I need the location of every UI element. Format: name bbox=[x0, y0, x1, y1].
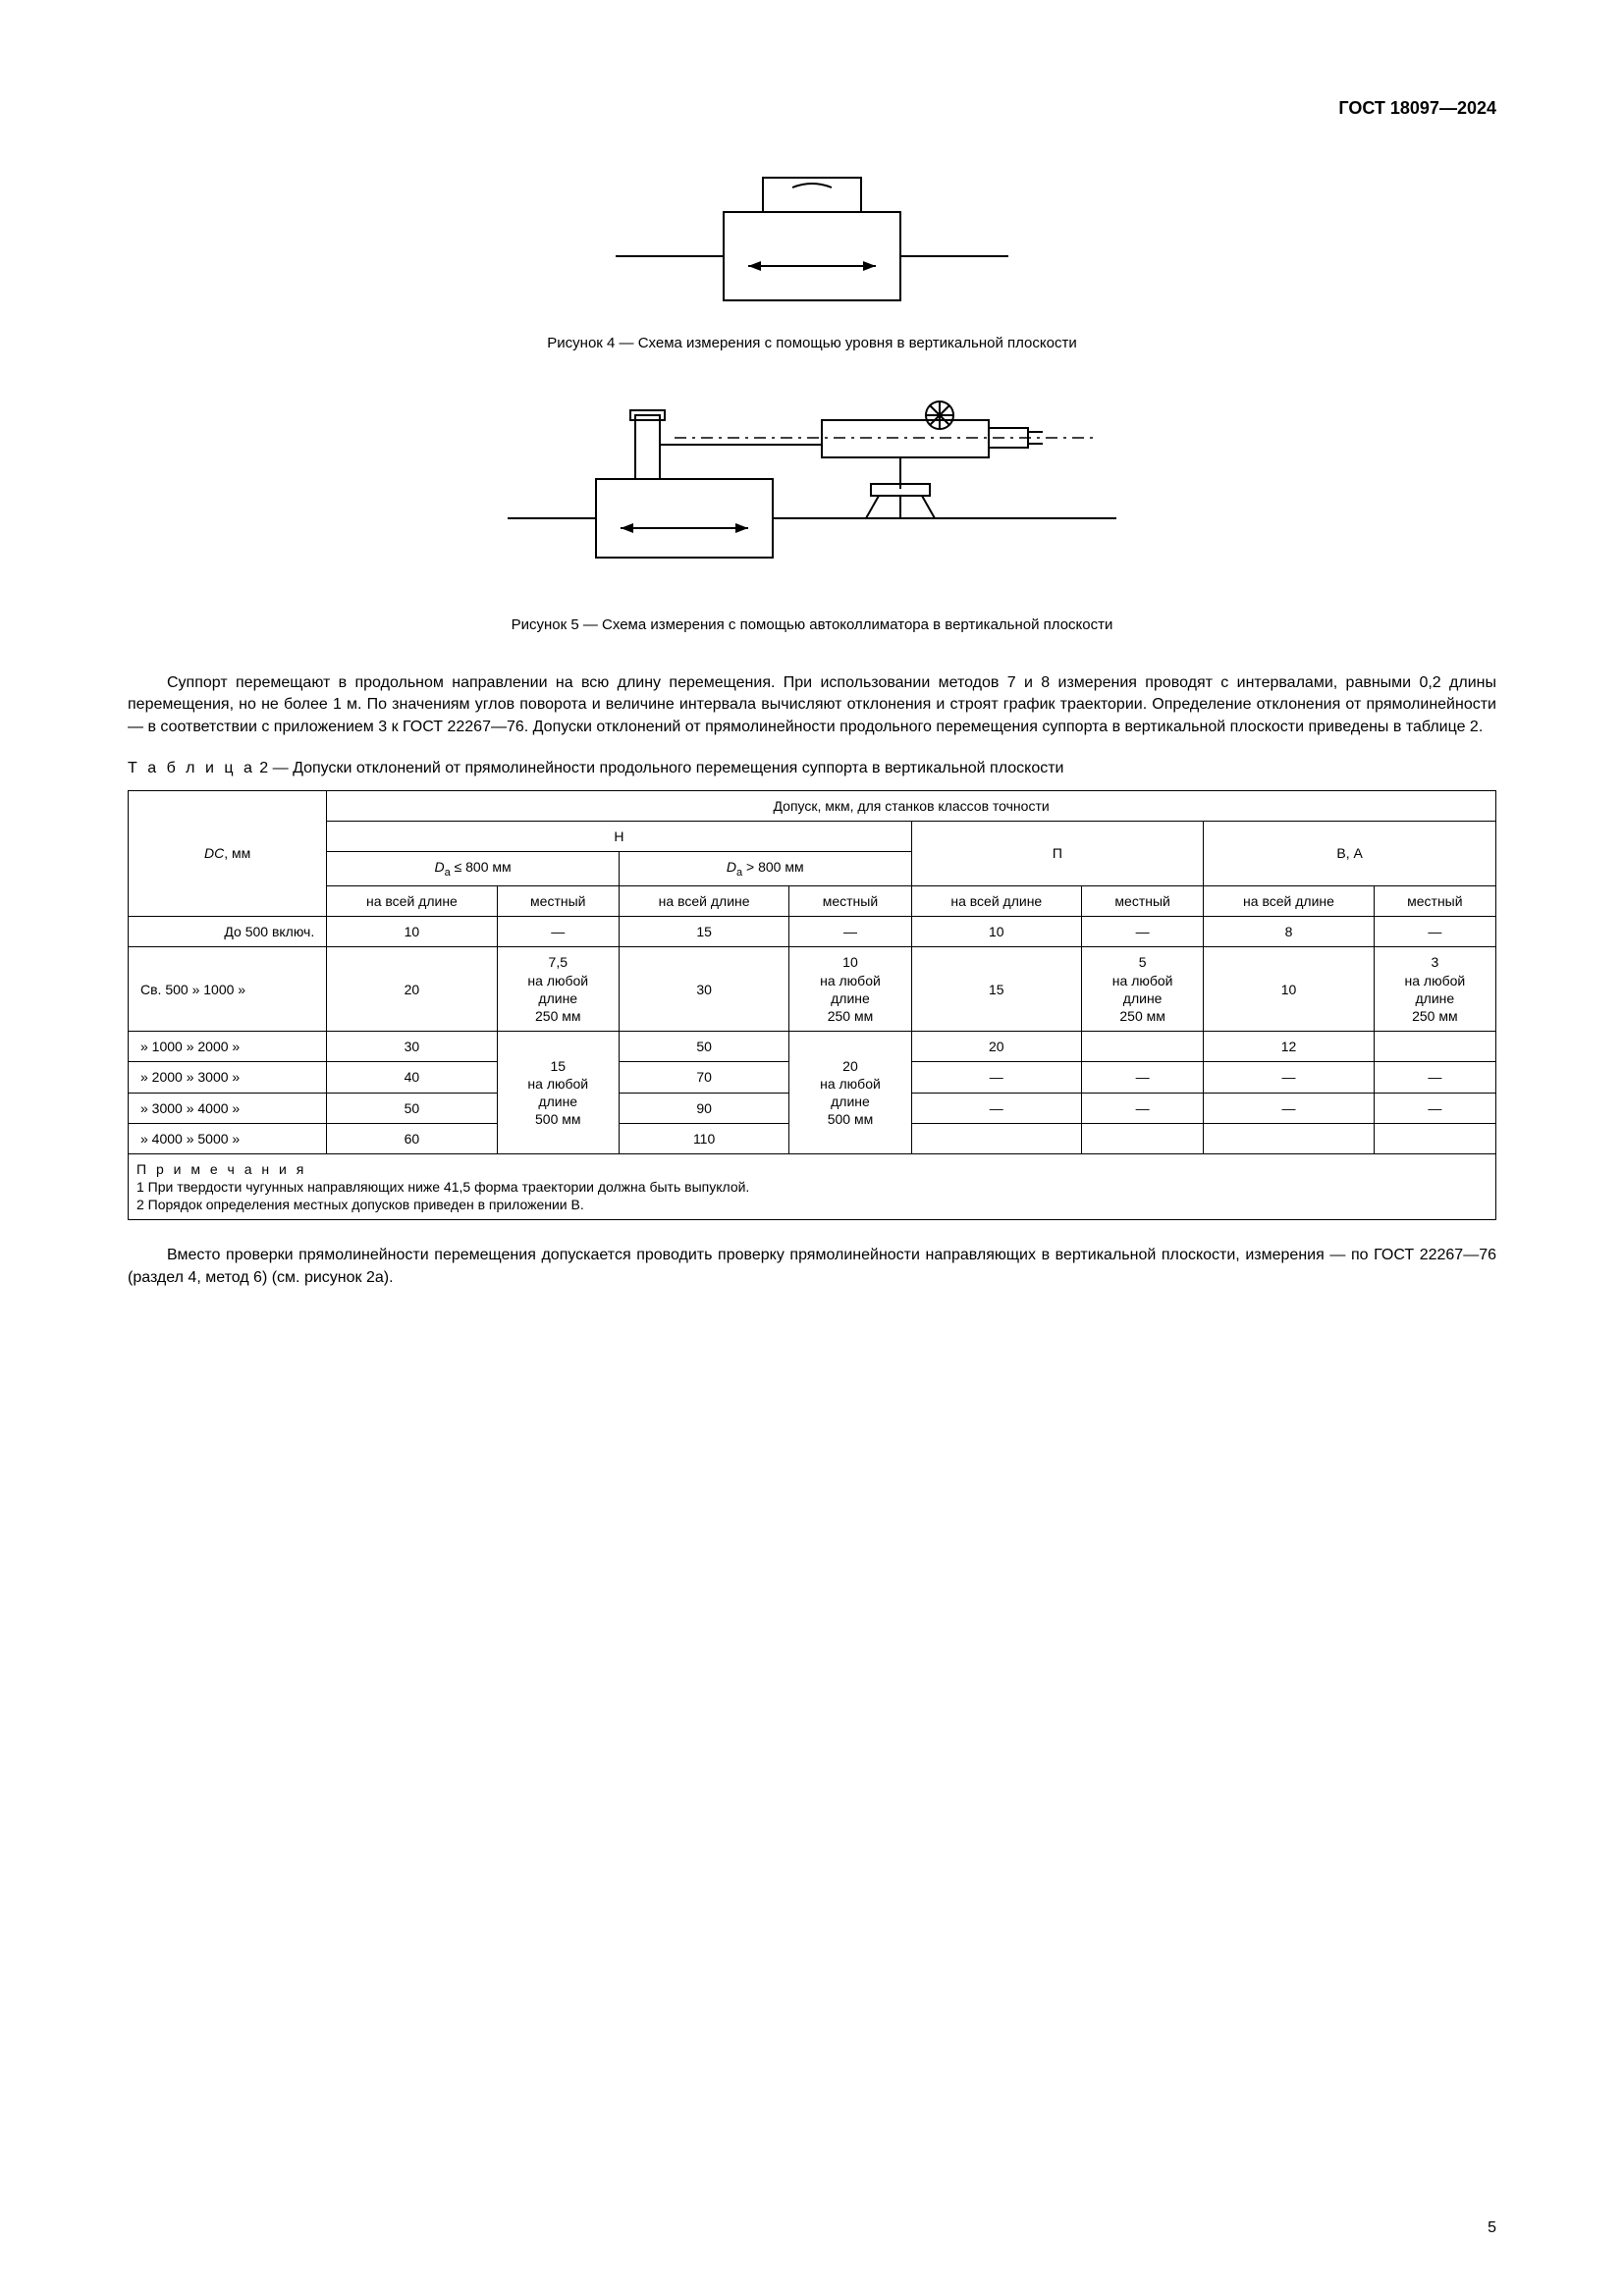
table-2-caption-rest: 2 — Допуски отклонений от прямолинейност… bbox=[255, 760, 1064, 776]
th-h2-local: местный bbox=[789, 886, 911, 917]
th-tolerance: Допуск, мкм, для станков классов точност… bbox=[327, 790, 1496, 821]
table-cell: 60 bbox=[327, 1123, 497, 1153]
table-row-dc: Св. 500 » 1000 » bbox=[129, 947, 327, 1032]
th-H: Н bbox=[327, 821, 911, 851]
table-cell: — bbox=[911, 1093, 1081, 1123]
table-row-dc: До 500 включ. bbox=[129, 917, 327, 947]
table-cell: 40 bbox=[327, 1062, 497, 1093]
th-p-local: местный bbox=[1082, 886, 1204, 917]
table-cell: 8 bbox=[1204, 917, 1374, 947]
th-ba-full: на всей длине bbox=[1204, 886, 1374, 917]
document-header: ГОСТ 18097—2024 bbox=[128, 98, 1496, 119]
figure-4 bbox=[128, 158, 1496, 305]
th-ba-local: местный bbox=[1374, 886, 1495, 917]
table-cell: 20 bbox=[911, 1032, 1081, 1062]
th-dc: DC, мм bbox=[129, 790, 327, 917]
table-2-caption-prefix: Т а б л и ц а bbox=[128, 760, 255, 776]
table-cell: 30 bbox=[619, 947, 788, 1032]
figure-4-svg bbox=[616, 158, 1008, 305]
table-cell: 7,5на любойдлине250 мм bbox=[497, 947, 619, 1032]
table-cell: — bbox=[497, 917, 619, 947]
th-BA: В, А bbox=[1204, 821, 1496, 885]
th-Da-le: Da ≤ 800 мм bbox=[327, 851, 620, 885]
table-cell: 12 bbox=[1204, 1032, 1374, 1062]
th-p-full: на всей длине bbox=[911, 886, 1081, 917]
table-cell: 15на любойдлине500 мм bbox=[497, 1032, 619, 1154]
table-cell: 3на любойдлине250 мм bbox=[1374, 947, 1495, 1032]
figure-5-svg bbox=[508, 391, 1116, 587]
table-cell: — bbox=[1374, 1093, 1495, 1123]
figure-4-caption: Рисунок 4 — Схема измерения с помощью ур… bbox=[128, 335, 1496, 351]
table-cell: 90 bbox=[619, 1093, 788, 1123]
th-Da-gt: Da > 800 мм bbox=[619, 851, 911, 885]
th-h1-full: на всей длине bbox=[327, 886, 497, 917]
note-2: 2 Порядок определения местных допусков п… bbox=[136, 1196, 1488, 1213]
table-cell: — bbox=[1374, 917, 1495, 947]
table-cell: 15 bbox=[911, 947, 1081, 1032]
table-cell bbox=[1082, 1123, 1204, 1153]
th-h2-full: на всей длине bbox=[619, 886, 788, 917]
paragraph-final: Вместо проверки прямолинейности перемеще… bbox=[128, 1245, 1496, 1289]
table-cell: 50 bbox=[327, 1093, 497, 1123]
table-notes: П р и м е ч а н и я 1 При твердости чугу… bbox=[129, 1153, 1496, 1220]
table-cell: — bbox=[1082, 917, 1204, 947]
table-2: DC, мм Допуск, мкм, для станков классов … bbox=[128, 790, 1496, 1221]
th-h1-local: местный bbox=[497, 886, 619, 917]
table-cell: — bbox=[1082, 1062, 1204, 1093]
table-cell: 50 bbox=[619, 1032, 788, 1062]
table-cell bbox=[1082, 1032, 1204, 1062]
figure-5 bbox=[128, 391, 1496, 587]
table-2-body: До 500 включ. 10 — 15 — 10 — 8 — Св. 500… bbox=[129, 917, 1496, 1220]
table-row-dc: » 2000 » 3000 » bbox=[129, 1062, 327, 1093]
table-cell: 110 bbox=[619, 1123, 788, 1153]
table-cell: 10 bbox=[1204, 947, 1374, 1032]
table-cell: 15 bbox=[619, 917, 788, 947]
table-cell bbox=[1204, 1123, 1374, 1153]
table-cell bbox=[1374, 1123, 1495, 1153]
table-cell: — bbox=[1204, 1062, 1374, 1093]
table-cell: — bbox=[1082, 1093, 1204, 1123]
table-cell bbox=[911, 1123, 1081, 1153]
table-cell: 20на любойдлине500 мм bbox=[789, 1032, 911, 1154]
table-row-dc: » 4000 » 5000 » bbox=[129, 1123, 327, 1153]
table-cell: 10 bbox=[327, 917, 497, 947]
table-row-dc: » 1000 » 2000 » bbox=[129, 1032, 327, 1062]
table-cell: 5на любойдлине250 мм bbox=[1082, 947, 1204, 1032]
table-cell: — bbox=[911, 1062, 1081, 1093]
table-2-caption: Т а б л и ц а 2 — Допуски отклонений от … bbox=[128, 758, 1496, 779]
table-cell: — bbox=[789, 917, 911, 947]
notes-title: П р и м е ч а н и я bbox=[136, 1160, 1488, 1178]
note-1: 1 При твердости чугунных направляющих ни… bbox=[136, 1178, 1488, 1196]
figure-5-caption: Рисунок 5 — Схема измерения с помощью ав… bbox=[128, 616, 1496, 633]
table-cell: — bbox=[1374, 1062, 1495, 1093]
th-P: П bbox=[911, 821, 1204, 885]
paragraph-body: Суппорт перемещают в продольном направле… bbox=[128, 672, 1496, 738]
table-cell: 20 bbox=[327, 947, 497, 1032]
table-cell: 70 bbox=[619, 1062, 788, 1093]
table-cell: 10 bbox=[911, 917, 1081, 947]
table-cell: 30 bbox=[327, 1032, 497, 1062]
page-number: 5 bbox=[1488, 2219, 1496, 2237]
table-row-dc: » 3000 » 4000 » bbox=[129, 1093, 327, 1123]
table-cell: — bbox=[1204, 1093, 1374, 1123]
table-cell: 10на любойдлине250 мм bbox=[789, 947, 911, 1032]
table-cell bbox=[1374, 1032, 1495, 1062]
